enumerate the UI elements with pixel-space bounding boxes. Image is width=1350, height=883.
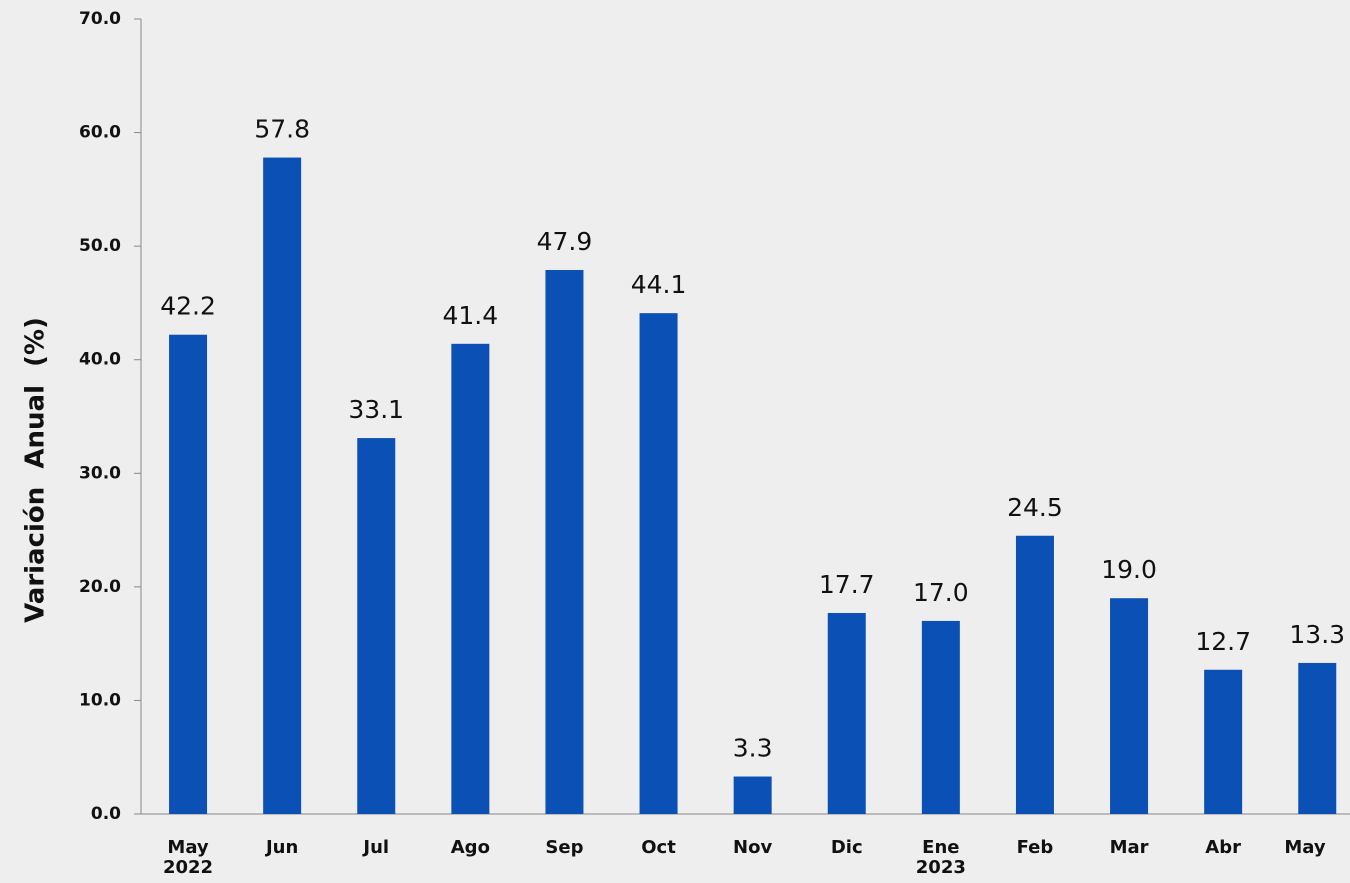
x-tick-label: May 2022 [162,837,214,878]
y-tick-label: 60.0 [79,123,121,143]
bar [1110,598,1149,814]
x-tick-label: Feb [1016,837,1054,858]
x-tick-label: Dic [830,837,863,858]
x-tick-label: Jun [265,837,299,858]
y-tick-label: 40.0 [79,350,121,370]
bar [921,620,960,814]
y-tick-label: 30.0 [79,463,121,483]
value-label: 19.0 [1101,555,1157,584]
bar [451,343,490,814]
value-label: 13.3 [1289,620,1345,649]
bar [733,776,772,814]
y-tick-label: 10.0 [79,690,121,710]
value-label: 3.3 [733,734,773,763]
bar [263,157,302,815]
bar [639,313,678,814]
value-label: 17.7 [819,570,875,599]
bar [827,612,866,814]
value-label: 42.2 [160,292,216,321]
x-tick-label: Jul [363,837,390,858]
x-tick-label: May [1284,837,1326,858]
y-tick-label: 20.0 [79,577,121,597]
value-label: 24.5 [1007,493,1063,522]
bar [169,334,208,814]
x-tick-label: Abr [1205,837,1241,858]
value-label: 33.1 [348,395,404,424]
y-tick-label: 70.0 [79,9,121,29]
value-label: 44.1 [631,270,687,299]
bar [1204,669,1243,814]
x-tick-label: Mar [1109,837,1149,858]
y-tick-label: 50.0 [79,236,121,256]
x-tick-label: Ago [450,837,490,858]
x-tick-label: Sep [545,837,584,858]
bar [1015,535,1054,814]
x-tick-label: Oct [641,837,676,858]
x-tick-label: Ene 2023 [915,837,966,878]
value-label: 57.8 [254,115,310,144]
bar [1298,662,1337,814]
value-label: 17.0 [913,578,969,607]
y-axis-label: Variación Anual (%) [21,317,51,623]
value-label: 12.7 [1195,627,1251,656]
bar [357,438,396,814]
value-label: 41.4 [443,301,499,330]
y-tick-label: 0.0 [91,804,121,824]
bar [545,269,584,814]
x-tick-label: Nov [733,837,773,858]
value-label: 47.9 [537,227,593,256]
